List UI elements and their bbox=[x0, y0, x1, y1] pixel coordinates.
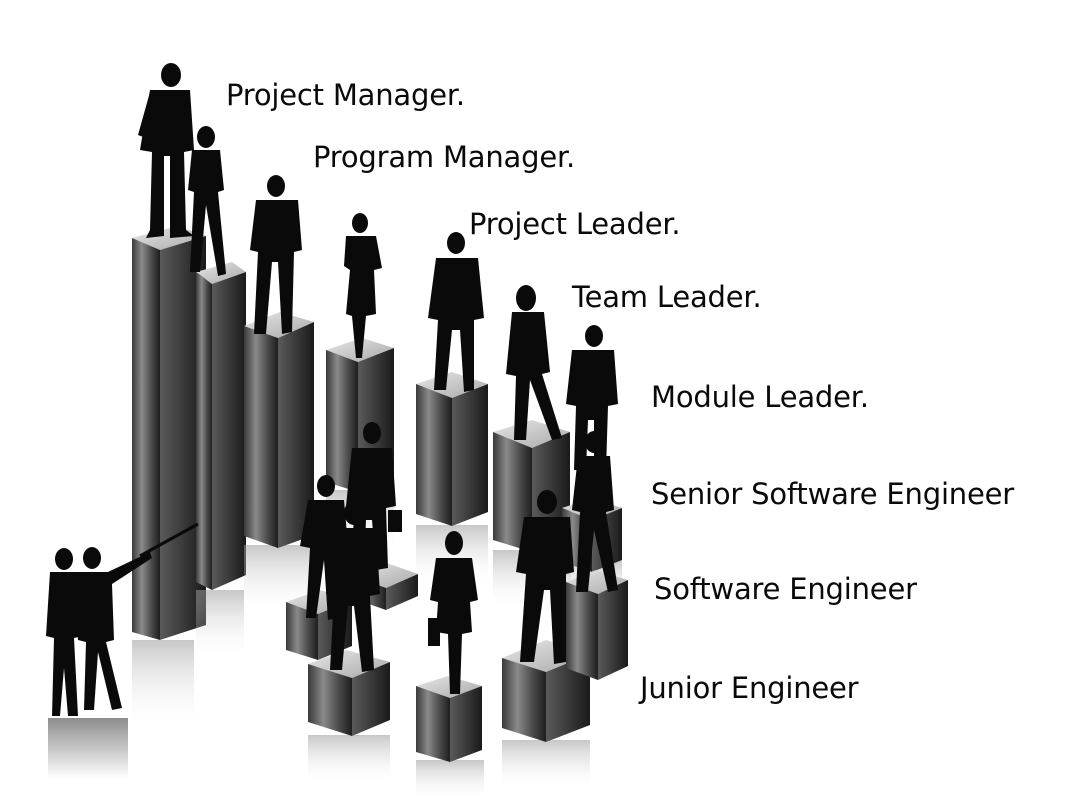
person-presenter-woman bbox=[46, 548, 84, 716]
person-man-front-right bbox=[516, 490, 574, 664]
box-front-center bbox=[416, 676, 484, 800]
role-label-program-manager: Program Manager. bbox=[313, 140, 576, 174]
role-label-project-leader: Project Leader. bbox=[469, 207, 681, 241]
role-label-junior-engineer: Junior Engineer bbox=[640, 671, 859, 705]
person-team-leader-woman bbox=[344, 213, 382, 358]
person-module-leader-man bbox=[566, 325, 618, 470]
box-software-engineer bbox=[566, 570, 628, 680]
role-label-project-manager: Project Manager. bbox=[226, 78, 465, 112]
person-project-leader bbox=[250, 175, 302, 334]
person-module-leader-woman bbox=[506, 285, 562, 440]
role-label-team-leader: Team Leader. bbox=[572, 280, 762, 314]
person-presenter-man bbox=[76, 522, 199, 710]
presenter-reflection bbox=[48, 718, 128, 778]
pillar-program-manager bbox=[196, 262, 246, 660]
pillar-project-leader bbox=[244, 312, 314, 615]
pillar-project-manager bbox=[132, 226, 206, 730]
person-team-leader-man bbox=[428, 232, 484, 392]
person-program-manager-woman bbox=[188, 126, 226, 276]
box-front-right bbox=[502, 640, 590, 790]
person-project-manager bbox=[138, 63, 194, 238]
role-label-module-leader: Module Leader. bbox=[651, 380, 869, 414]
role-label-software-engineer: Software Engineer bbox=[654, 572, 917, 606]
box-front-left bbox=[308, 650, 390, 785]
pillar-team-leader-2 bbox=[416, 372, 488, 585]
role-label-senior-software-engineer: Senior Software Engineer bbox=[651, 477, 1014, 511]
person-man-front-left bbox=[326, 501, 380, 672]
person-woman-front-center bbox=[428, 531, 478, 694]
person-senior-engineer-woman bbox=[572, 431, 618, 592]
